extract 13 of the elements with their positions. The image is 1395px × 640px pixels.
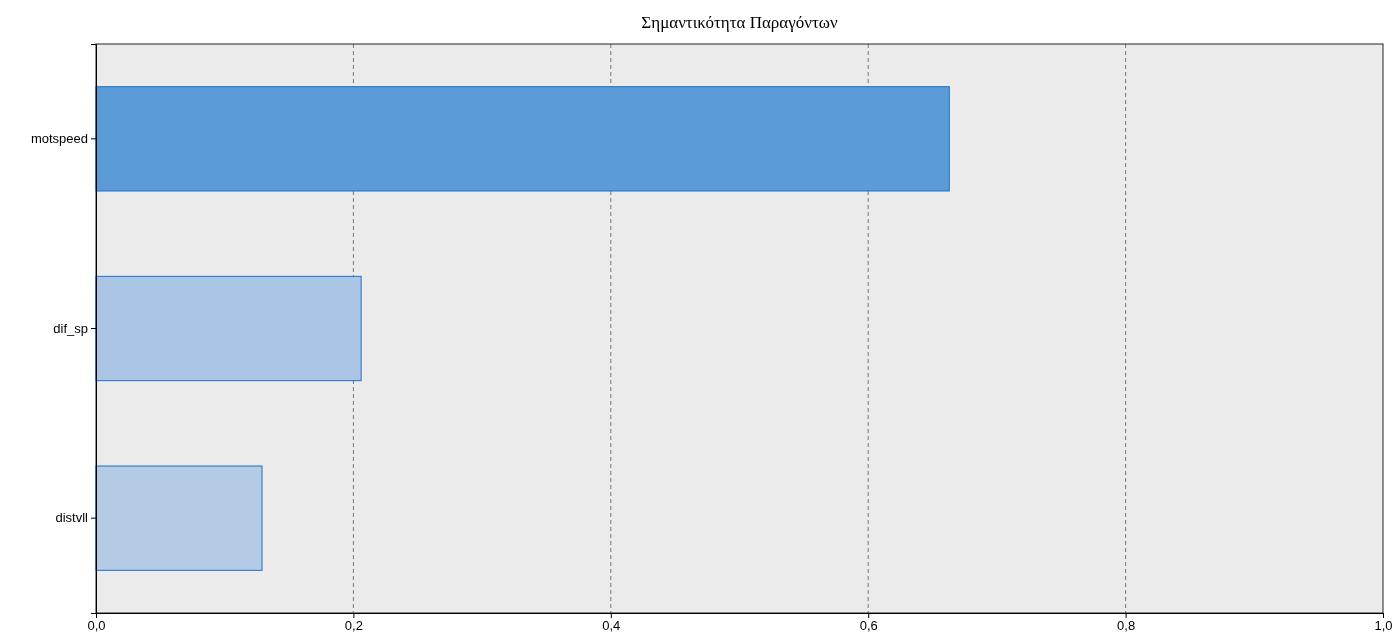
y-tick-label: dif_sp xyxy=(53,320,88,336)
x-tick-label: 0,8 xyxy=(1117,618,1136,634)
chart-title: Σημαντικότητα Παραγόντων xyxy=(641,13,838,32)
bar xyxy=(95,465,263,571)
x-tick-label: 0,4 xyxy=(602,618,621,634)
x-tick-label: 0,2 xyxy=(344,618,363,634)
x-tick-label: 0,0 xyxy=(87,618,106,634)
y-tick-label: distvll xyxy=(55,510,89,526)
y-tick-label: motspeed xyxy=(30,130,88,146)
x-tick-label: 0,6 xyxy=(859,618,878,634)
bar xyxy=(95,275,362,382)
x-tick-label: 1,0 xyxy=(1374,618,1393,634)
bar xyxy=(95,86,950,192)
